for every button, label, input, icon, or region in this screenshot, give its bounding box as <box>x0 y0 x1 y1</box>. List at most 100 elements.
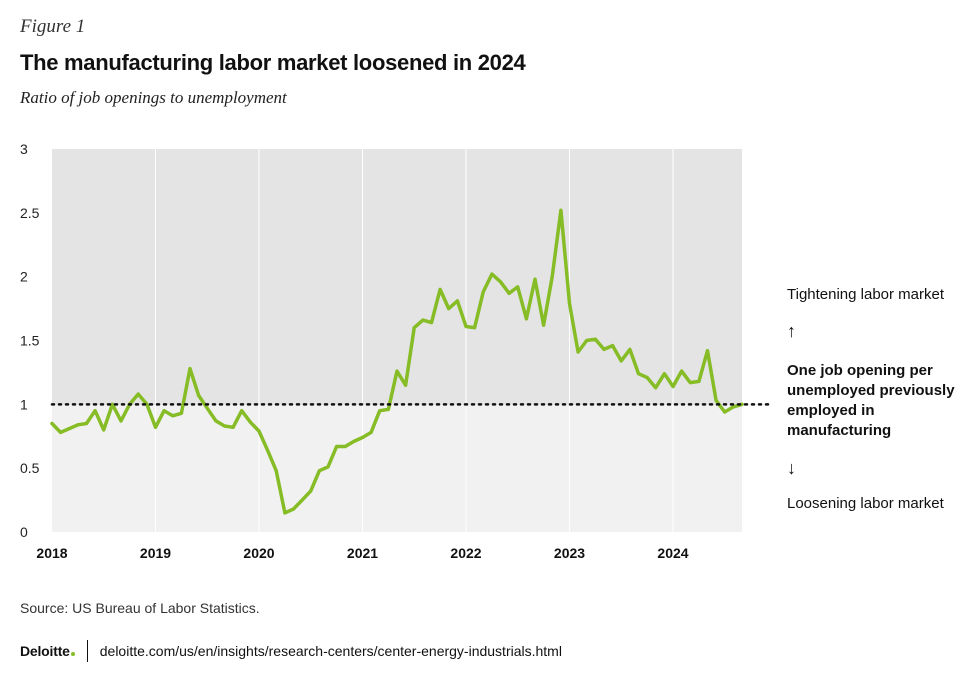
data-point <box>731 405 735 409</box>
chart-subtitle: Ratio of job openings to unemployment <box>20 88 287 107</box>
x-tick-label: 2018 <box>36 545 67 561</box>
tightening-label: Tightening labor market <box>787 286 945 303</box>
data-point <box>145 402 149 406</box>
data-point <box>257 429 261 433</box>
brand-text: Deloitte <box>20 643 70 659</box>
data-point <box>386 407 390 411</box>
y-tick-label: 1.5 <box>20 333 40 349</box>
data-point <box>110 402 114 406</box>
y-axis-ticks: 0 0.5 1 1.5 2 2.5 3 <box>20 141 40 540</box>
data-point <box>378 409 382 413</box>
loosening-label: Loosening labor market <box>787 495 944 512</box>
x-tick-label: 2021 <box>347 545 378 561</box>
data-point <box>507 291 511 295</box>
data-point <box>205 406 209 410</box>
data-point <box>636 372 640 376</box>
up-arrow-icon: ↑ <box>787 321 796 341</box>
data-point <box>326 465 330 469</box>
data-point <box>188 367 192 371</box>
figure-label: Figure 1 <box>20 16 86 37</box>
data-point <box>585 339 589 342</box>
data-point <box>438 287 442 291</box>
data-point <box>490 272 494 276</box>
data-point <box>335 444 339 448</box>
x-tick-label: 2019 <box>140 545 171 561</box>
data-point <box>602 347 606 351</box>
lower-band <box>52 404 742 532</box>
data-point <box>481 290 485 294</box>
data-point <box>309 489 313 493</box>
x-tick-label: 2020 <box>243 545 274 561</box>
data-point <box>611 344 615 348</box>
data-point <box>455 299 459 303</box>
data-point <box>447 307 451 311</box>
data-point <box>697 379 701 383</box>
data-point <box>119 419 123 423</box>
data-point <box>498 280 502 284</box>
footer-divider <box>86 640 88 662</box>
data-point <box>619 359 623 363</box>
y-tick-label: 0 <box>20 524 28 540</box>
data-point <box>67 427 71 431</box>
source-note: Source: US Bureau of Labor Statistics. <box>20 600 260 616</box>
data-point <box>343 444 347 448</box>
data-point <box>688 381 692 385</box>
data-point <box>662 372 666 376</box>
data-point <box>429 321 433 325</box>
data-point <box>93 409 97 413</box>
data-point <box>84 421 88 425</box>
data-point <box>705 349 709 353</box>
data-point <box>222 424 226 428</box>
brand-dot-icon <box>70 652 75 656</box>
chart-title: The manufacturing labor market loosened … <box>20 50 526 75</box>
data-point <box>136 392 140 396</box>
data-point <box>516 285 520 289</box>
x-tick-label: 2023 <box>554 545 585 561</box>
data-point <box>628 347 632 351</box>
data-point <box>567 301 571 305</box>
data-point <box>317 469 321 473</box>
data-point <box>654 386 658 390</box>
data-point <box>723 410 727 414</box>
data-point <box>576 350 580 354</box>
data-point <box>50 421 54 425</box>
data-point <box>533 277 537 281</box>
gridlines <box>154 149 674 532</box>
data-point <box>714 399 718 403</box>
data-point <box>300 498 304 502</box>
data-point <box>59 430 63 434</box>
data-point <box>680 369 684 373</box>
y-tick-label: 1 <box>20 396 28 412</box>
threshold-label: One job opening per unemployed previousl… <box>787 362 955 439</box>
data-point <box>266 448 270 452</box>
data-point <box>179 411 183 415</box>
data-point <box>542 323 546 327</box>
data-point <box>171 414 175 418</box>
down-arrow-icon: ↓ <box>787 458 796 478</box>
data-point <box>369 430 373 434</box>
data-point <box>76 423 80 427</box>
data-point <box>102 428 106 432</box>
data-point <box>231 425 235 429</box>
data-point <box>524 317 528 321</box>
footer: Deloitte deloitte.com/us/en/insights/res… <box>20 640 562 662</box>
x-tick-label: 2024 <box>657 545 688 561</box>
data-point <box>274 469 278 473</box>
data-point <box>671 384 675 388</box>
footer-url: deloitte.com/us/en/insights/research-cen… <box>99 643 562 659</box>
data-point <box>360 436 364 440</box>
data-point <box>352 439 356 443</box>
data-points <box>50 208 744 515</box>
upper-band <box>52 149 742 405</box>
data-point <box>283 511 287 515</box>
data-point <box>412 326 416 330</box>
data-point <box>740 402 744 406</box>
data-point <box>162 409 166 413</box>
data-point <box>464 324 468 328</box>
y-tick-label: 2 <box>20 269 28 285</box>
deloitte-logo: Deloitte <box>20 643 75 659</box>
y-tick-label: 3 <box>20 141 28 157</box>
data-point <box>240 409 244 413</box>
data-point <box>559 208 563 212</box>
data-point <box>291 507 295 511</box>
